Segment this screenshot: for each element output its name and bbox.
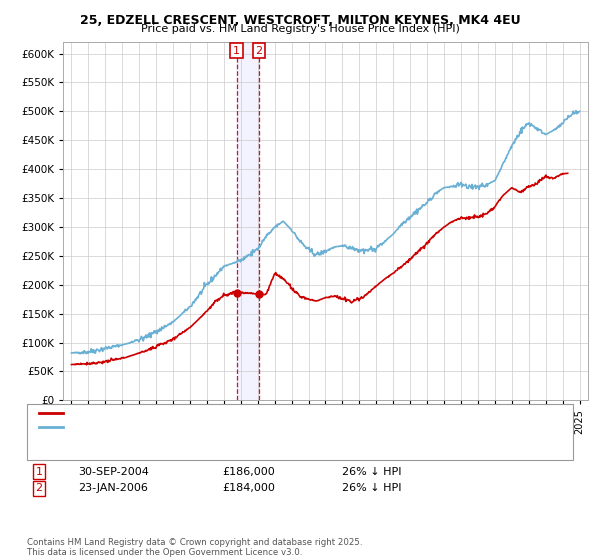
Text: Price paid vs. HM Land Registry's House Price Index (HPI): Price paid vs. HM Land Registry's House … [140, 24, 460, 34]
Text: 2: 2 [35, 483, 43, 493]
Text: 26% ↓ HPI: 26% ↓ HPI [342, 466, 401, 477]
Text: 25, EDZELL CRESCENT, WESTCROFT, MILTON KEYNES, MK4 4EU: 25, EDZELL CRESCENT, WESTCROFT, MILTON K… [80, 14, 520, 27]
Text: 30-SEP-2004: 30-SEP-2004 [78, 466, 149, 477]
Text: Contains HM Land Registry data © Crown copyright and database right 2025.
This d: Contains HM Land Registry data © Crown c… [27, 538, 362, 557]
Text: £184,000: £184,000 [222, 483, 275, 493]
Text: 2: 2 [256, 46, 263, 55]
Text: £186,000: £186,000 [222, 466, 275, 477]
Text: 23-JAN-2006: 23-JAN-2006 [78, 483, 148, 493]
Text: 26% ↓ HPI: 26% ↓ HPI [342, 483, 401, 493]
Bar [236, 42, 259, 400]
Text: 1: 1 [233, 46, 240, 55]
Text: 1: 1 [35, 466, 43, 477]
Text: 25, EDZELL CRESCENT, WESTCROFT, MILTON KEYNES, MK4 4EU (detached house): 25, EDZELL CRESCENT, WESTCROFT, MILTON K… [66, 408, 491, 418]
Text: HPI: Average price, detached house, Milton Keynes: HPI: Average price, detached house, Milt… [66, 422, 331, 432]
